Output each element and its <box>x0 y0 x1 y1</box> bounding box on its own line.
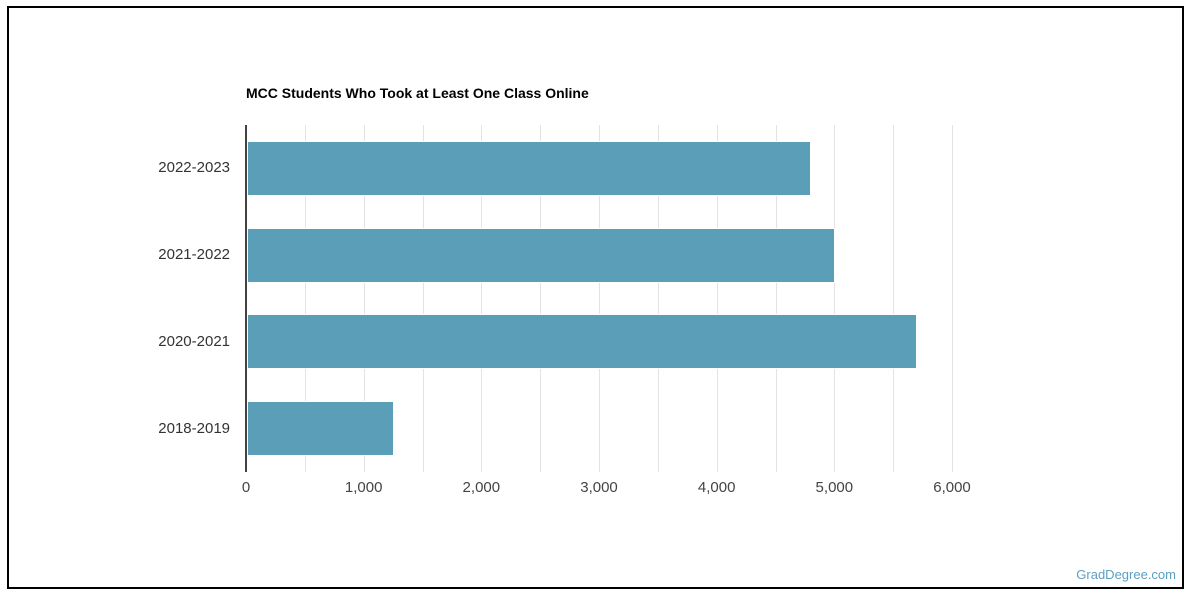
gridline <box>893 125 895 472</box>
gridline <box>304 125 306 472</box>
gridline <box>540 125 542 472</box>
bar-2022-2023 <box>247 140 811 196</box>
x-axis-zero-line <box>245 125 247 472</box>
bar-2020-2021 <box>247 314 917 370</box>
gridline <box>599 125 600 472</box>
gridline <box>952 125 953 472</box>
bar-2018-2019 <box>247 401 395 457</box>
gridline <box>422 125 424 472</box>
bar-2021-2022 <box>247 227 836 283</box>
plot-area <box>245 125 953 472</box>
gridline <box>716 125 718 472</box>
gridline <box>775 125 777 472</box>
watermark: GradDegree.com <box>1076 567 1176 582</box>
gridline <box>834 125 836 472</box>
gridline <box>363 125 365 472</box>
gridline <box>657 125 659 472</box>
chart-title: MCC Students Who Took at Least One Class… <box>246 85 589 101</box>
gridline <box>481 125 483 472</box>
chart-border-frame <box>7 6 1184 589</box>
